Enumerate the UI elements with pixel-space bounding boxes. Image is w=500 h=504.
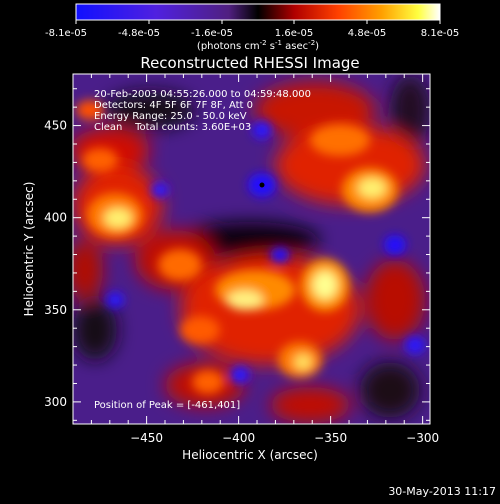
chart-title: Reconstructed RHESSI Image <box>140 54 359 72</box>
colorbar-tick-label: -1.6e-05 <box>191 28 233 39</box>
colorbar-gradient <box>75 3 441 21</box>
plot-frame <box>72 73 431 425</box>
axis-ticks <box>72 74 430 424</box>
energy-range-text: Energy Range: 25.0 - 50.0 keV <box>94 111 247 122</box>
colorbar-ticks <box>75 20 441 24</box>
map-center-dot <box>259 182 265 188</box>
x-tick-label: −350 <box>314 431 347 445</box>
heatmap-image <box>73 74 430 424</box>
colorbar-tick-label: 4.8e-05 <box>348 28 386 39</box>
colorbar-units: (photons cm-2 s-1 asec-2) <box>197 39 319 52</box>
colorbar-tick-label: 1.6e-05 <box>275 28 313 39</box>
y-tick-label: 350 <box>44 303 67 317</box>
y-tick-label: 300 <box>44 395 67 409</box>
y-axis-label: Heliocentric Y (arcsec) <box>22 182 36 317</box>
x-tick-label: −400 <box>222 431 255 445</box>
peak-position-text: Position of Peak = [-461,401] <box>94 400 240 411</box>
colorbar-tick-label: 8.1e-05 <box>421 28 459 39</box>
x-tick-labels: −450 −400 −350 −300 <box>130 431 439 445</box>
annotation-block: 20-Feb-2003 04:55:26.000 to 04:59:48.000… <box>94 89 311 133</box>
time-range-text: 20-Feb-2003 04:55:26.000 to 04:59:48.000 <box>94 89 311 100</box>
colorbar: -8.1e-05 -4.8e-05 -1.6e-05 1.6e-05 4.8e-… <box>45 3 459 52</box>
detectors-text: Detectors: 4F 5F 6F 7F 8F, Att 0 <box>94 100 253 111</box>
y-tick-label: 450 <box>44 119 67 133</box>
y-tick-labels: 300 350 400 450 <box>44 119 67 409</box>
x-tick-label: −450 <box>130 431 163 445</box>
colorbar-tick-label: -4.8e-05 <box>118 28 160 39</box>
y-tick-label: 400 <box>44 211 67 225</box>
clean-counts-text: Clean Total counts: 3.60E+03 <box>94 122 251 133</box>
colorbar-tick-label: -8.1e-05 <box>45 28 87 39</box>
x-tick-label: −300 <box>406 431 439 445</box>
footer-date: 30-May-2013 11:17 <box>388 485 496 498</box>
x-axis-label: Heliocentric X (arcsec) <box>182 448 318 462</box>
